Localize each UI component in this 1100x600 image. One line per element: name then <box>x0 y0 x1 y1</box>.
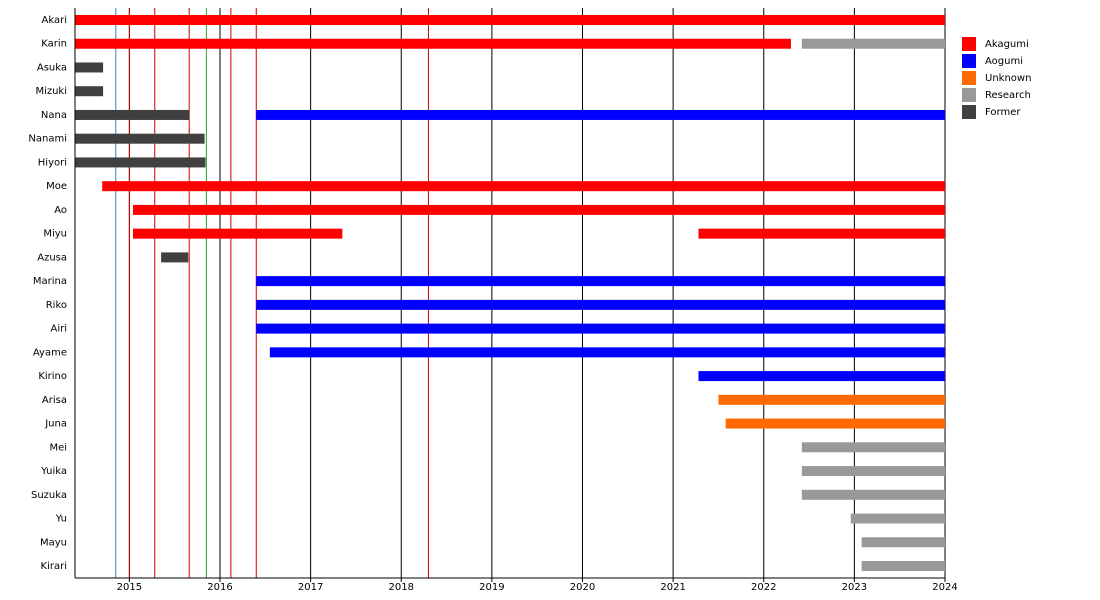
legend-swatch <box>962 54 976 68</box>
x-tick-label: 2021 <box>660 582 685 593</box>
x-tick-label: 2015 <box>117 582 142 593</box>
y-tick-label: Mei <box>49 442 67 453</box>
x-tick-label: 2020 <box>570 582 595 593</box>
y-tick-label: Airi <box>50 324 67 335</box>
bar <box>725 418 945 429</box>
y-tick-label: Hiyori <box>38 157 67 168</box>
legend-label: Akagumi <box>985 39 1029 50</box>
y-tick-label: Arisa <box>42 395 67 406</box>
bar <box>256 109 945 120</box>
bar <box>102 181 945 192</box>
bar <box>801 466 945 477</box>
legend-label: Aogumi <box>985 56 1023 67</box>
y-tick-label: Kirari <box>41 561 67 572</box>
y-tick-label: Nana <box>41 110 67 121</box>
x-tick-label: 2017 <box>298 582 323 593</box>
x-tick-label: 2019 <box>479 582 504 593</box>
bar <box>698 228 945 239</box>
y-tick-label: Suzuka <box>31 490 67 501</box>
legend-label: Research <box>985 90 1031 101</box>
legend-label: Unknown <box>985 73 1031 84</box>
bar <box>256 323 945 334</box>
y-tick-label: Yuika <box>40 466 67 477</box>
bar <box>161 252 189 263</box>
bar <box>256 299 945 310</box>
legend-swatch <box>962 105 976 119</box>
bar <box>75 15 945 25</box>
y-tick-label: Mayu <box>40 537 67 548</box>
bar <box>861 537 945 548</box>
y-tick-label: Nanami <box>28 134 67 145</box>
y-tick-label: Azusa <box>37 252 67 263</box>
bar <box>75 109 190 120</box>
bar <box>75 157 206 168</box>
bar <box>698 371 945 382</box>
y-tick-label: Akari <box>42 15 67 26</box>
legend-swatch <box>962 71 976 85</box>
bar <box>718 394 945 405</box>
bar <box>256 276 945 287</box>
bar <box>133 228 343 239</box>
bar <box>801 489 945 500</box>
bar <box>75 86 104 97</box>
y-tick-label: Mizuki <box>35 86 67 97</box>
bar <box>850 513 945 524</box>
y-tick-label: Ao <box>54 205 67 216</box>
bar <box>801 442 945 453</box>
y-tick-label: Riko <box>46 300 67 311</box>
y-tick-label: Marina <box>33 276 67 287</box>
bar <box>75 133 205 144</box>
y-tick-label: Yu <box>55 514 67 525</box>
y-tick-label: Ayame <box>33 347 67 358</box>
y-tick-label: Juna <box>44 419 67 430</box>
y-tick-label: Miyu <box>43 229 67 240</box>
y-tick-label: Kirino <box>38 371 67 382</box>
bar <box>861 561 945 571</box>
x-tick-label: 2016 <box>207 582 232 593</box>
legend-swatch <box>962 88 976 102</box>
x-tick-label: 2024 <box>932 582 957 593</box>
bar <box>801 38 945 49</box>
bar <box>133 204 945 215</box>
bar <box>269 347 945 358</box>
legend-label: Former <box>985 107 1021 118</box>
legend-swatch <box>962 37 976 51</box>
x-tick-label: 2022 <box>751 582 776 593</box>
y-tick-label: Moe <box>46 181 67 192</box>
y-tick-label: Karin <box>41 39 67 50</box>
bar <box>75 62 104 73</box>
x-tick-label: 2023 <box>842 582 867 593</box>
y-tick-label: Asuka <box>37 62 67 73</box>
bar <box>75 38 791 49</box>
x-tick-label: 2018 <box>389 582 414 593</box>
